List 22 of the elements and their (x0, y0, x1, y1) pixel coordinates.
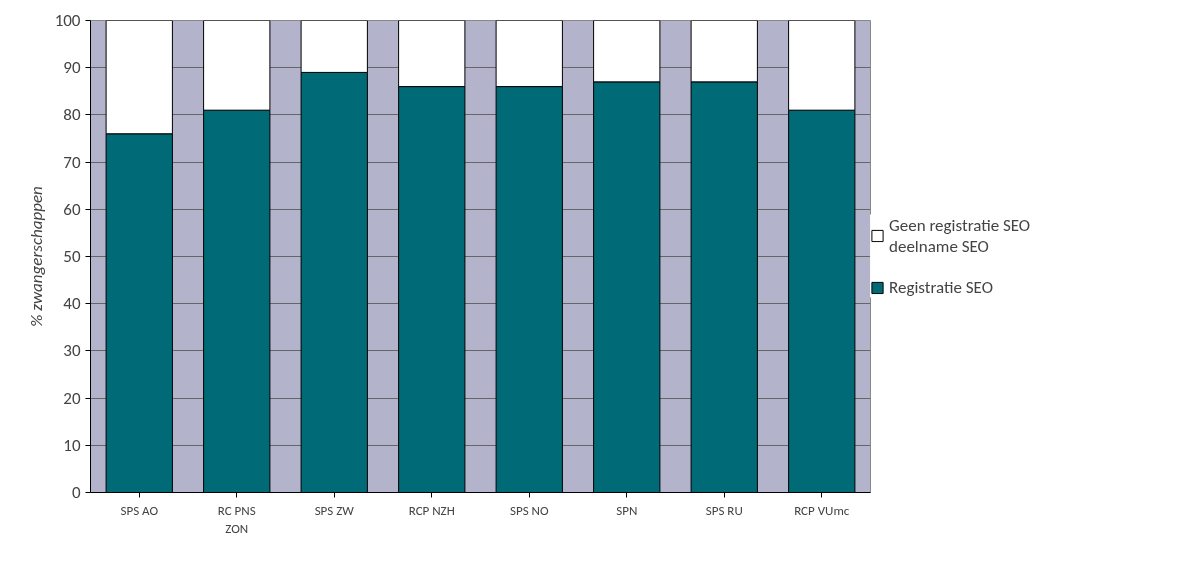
y-tick-label: 90 (63, 57, 81, 79)
y-tick-label: 20 (63, 387, 81, 409)
x-tick-label: SPN (616, 502, 638, 518)
x-tick-label: SPS NO (509, 502, 549, 518)
y-tick-label: 60 (63, 198, 81, 220)
x-tick-label: SPS AO (120, 502, 159, 518)
y-tick-label: 30 (63, 340, 81, 362)
x-tick-label: SPS ZW (314, 502, 355, 518)
y-tick-label: 70 (63, 151, 81, 173)
y-tick-label: 10 (63, 434, 81, 456)
y-tick-label: 50 (63, 246, 81, 267)
y-axis-title: % zwangerschappen (25, 186, 47, 327)
x-tick-label: RCP VUmc (794, 502, 850, 518)
y-tick-label: 100 (54, 10, 81, 31)
y-tick-label: 0 (71, 482, 81, 503)
x-tick-label: SPS RU (705, 502, 743, 518)
y-tick-label: 80 (63, 104, 81, 126)
y-tick-label: 40 (63, 293, 81, 315)
legend-label: Geen registratie SEO deelname SEO (889, 214, 1031, 257)
legend-label: Registratie SEO (889, 276, 993, 298)
x-tick-label: RC PNS ZON (217, 502, 256, 536)
x-tick-label: RCP NZH (408, 502, 455, 518)
